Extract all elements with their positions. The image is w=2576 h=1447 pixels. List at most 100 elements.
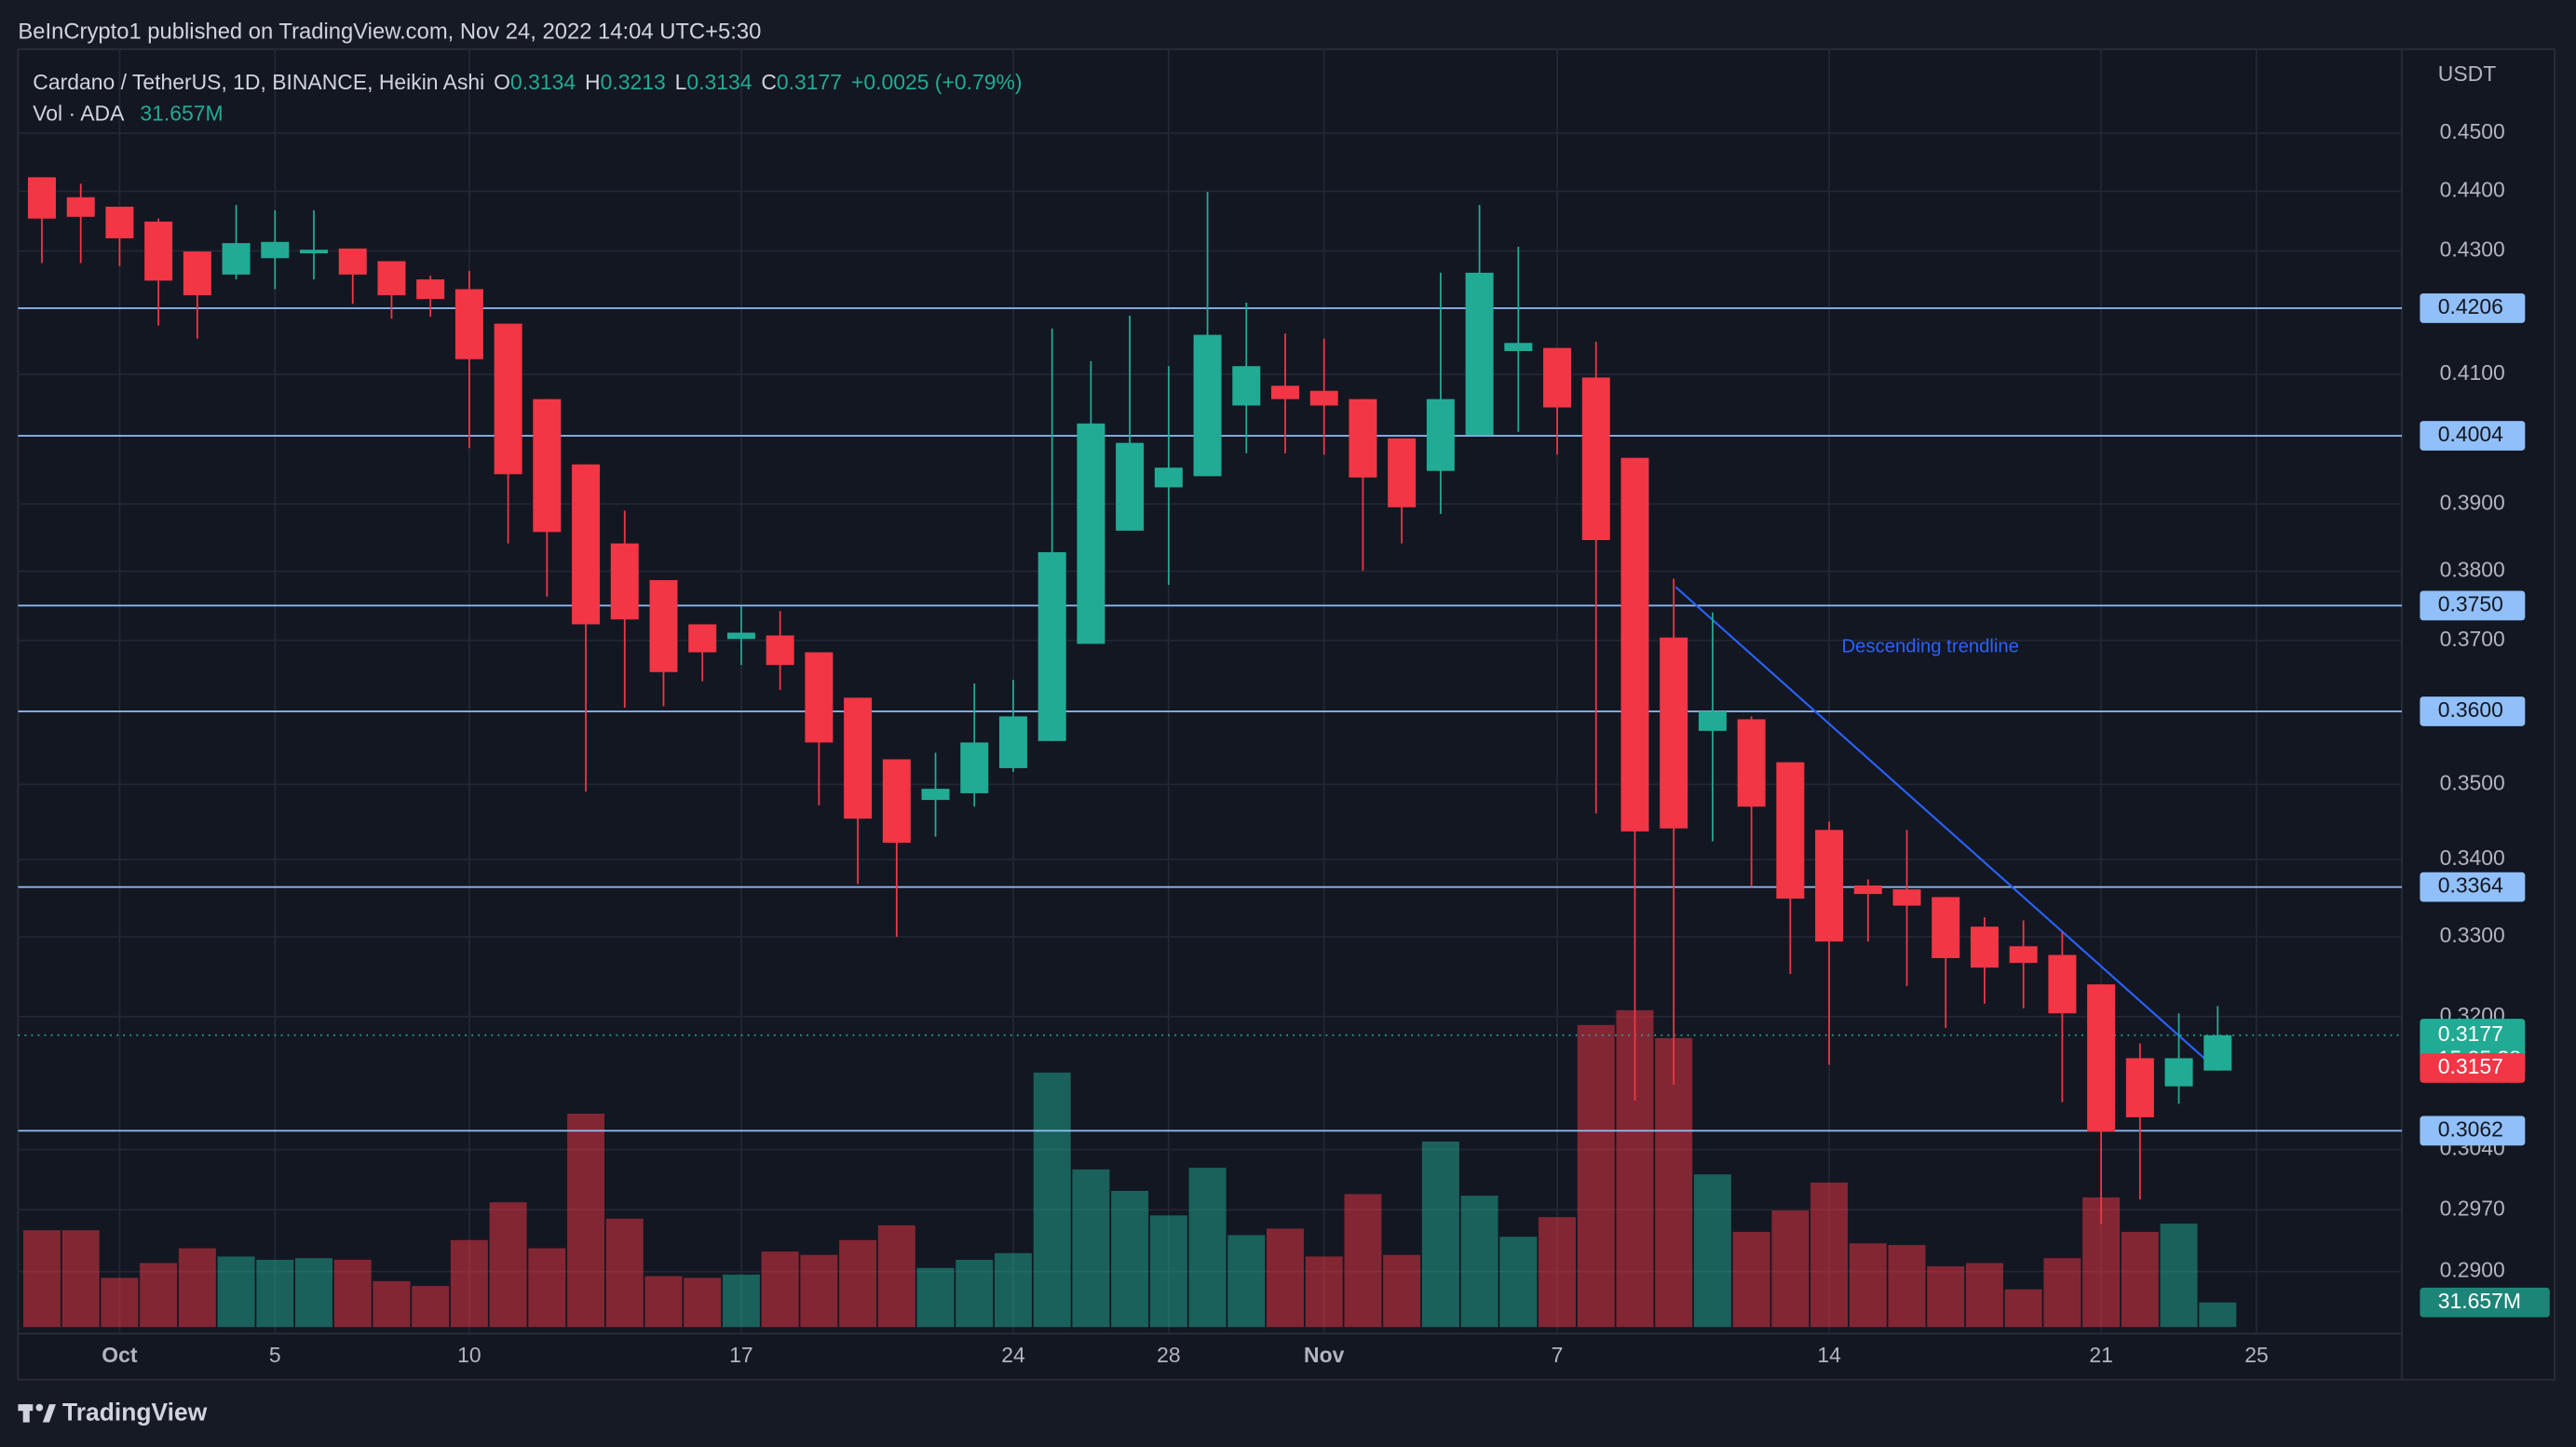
volume-bar bbox=[1111, 1190, 1149, 1328]
x-tick-label: 5 bbox=[269, 1343, 281, 1367]
volume-pane bbox=[23, 1009, 2237, 1328]
volume-bar bbox=[178, 1248, 216, 1328]
volume-bar bbox=[1577, 1024, 1615, 1328]
level-label: 0.3600 bbox=[2438, 697, 2503, 722]
candle-body bbox=[1892, 889, 1921, 906]
volume-bar bbox=[1305, 1256, 1343, 1328]
volume-bar bbox=[140, 1263, 178, 1328]
candle-body bbox=[1504, 343, 1533, 352]
volume-bar bbox=[217, 1256, 255, 1328]
volume-bar bbox=[489, 1202, 527, 1328]
volume-bar bbox=[2004, 1289, 2042, 1328]
chart-pane bbox=[17, 48, 2556, 1381]
volume-bar bbox=[1227, 1235, 1266, 1328]
candle-body bbox=[572, 464, 601, 625]
candle-body bbox=[1154, 467, 1183, 488]
volume-bar bbox=[722, 1274, 760, 1328]
legend-low: 0.3134 bbox=[686, 70, 752, 94]
candle-body bbox=[222, 243, 251, 275]
candle-body bbox=[1776, 762, 1805, 899]
prev-close-label: 0.3157 bbox=[2438, 1054, 2503, 1078]
volume-bar bbox=[1033, 1072, 1071, 1328]
candle-body bbox=[2048, 954, 2077, 1014]
candle-body bbox=[416, 279, 445, 300]
x-tick-label: Oct bbox=[102, 1343, 138, 1367]
y-tick-label: 0.3800 bbox=[2440, 558, 2505, 582]
volume-bar bbox=[1693, 1174, 1731, 1328]
legend-change: +0.0025 (+0.79%) bbox=[851, 70, 1023, 94]
candle-body bbox=[649, 580, 678, 672]
volume-bar bbox=[1499, 1237, 1538, 1328]
x-tick-label: 24 bbox=[1001, 1343, 1025, 1367]
candle-body bbox=[1853, 885, 1882, 895]
level-label: 0.4004 bbox=[2438, 422, 2503, 446]
y-tick-label: 0.2970 bbox=[2440, 1196, 2505, 1220]
level-label-box bbox=[2420, 872, 2526, 902]
volume-bar bbox=[528, 1248, 566, 1328]
volume-bar bbox=[800, 1254, 838, 1328]
volume-bar bbox=[1655, 1037, 1693, 1328]
level-label-box bbox=[2420, 696, 2526, 726]
x-tick-label: 28 bbox=[1157, 1343, 1181, 1367]
legend-o: O bbox=[494, 70, 510, 94]
candle-body bbox=[1660, 637, 1688, 829]
x-tick-label: 14 bbox=[1817, 1343, 1841, 1367]
level-label-box bbox=[2420, 590, 2526, 621]
candle-body bbox=[2009, 946, 2038, 964]
volume-bar bbox=[839, 1239, 877, 1328]
candle-body bbox=[882, 759, 911, 844]
candle-body bbox=[998, 716, 1027, 768]
volume-bar bbox=[1810, 1183, 1849, 1328]
candle-body bbox=[1465, 272, 1494, 436]
volume-bar bbox=[1732, 1231, 1770, 1328]
legend-h: H bbox=[585, 70, 601, 94]
y-tick-label: 0.4300 bbox=[2440, 237, 2505, 262]
candle-body bbox=[1620, 457, 1649, 832]
candle-body bbox=[2164, 1058, 2193, 1087]
header: BeInCrypto1 published on TradingView.com… bbox=[18, 20, 761, 45]
volume-bar bbox=[1965, 1263, 2003, 1328]
candle-body bbox=[144, 221, 173, 281]
candle-body bbox=[105, 207, 134, 238]
footer-brand: TradingView bbox=[62, 1399, 208, 1427]
x-tick-label: 21 bbox=[2089, 1343, 2113, 1367]
candle-body bbox=[261, 241, 290, 259]
candle-body bbox=[1037, 552, 1066, 741]
volume-bar bbox=[450, 1239, 488, 1328]
candle-body bbox=[183, 251, 211, 296]
x-tick-label: 25 bbox=[2244, 1343, 2269, 1367]
candle-body bbox=[2203, 1035, 2232, 1071]
candle-body bbox=[377, 261, 406, 296]
volume-value: 31.657M bbox=[140, 101, 223, 126]
volume-bar bbox=[333, 1259, 372, 1328]
legend-line: Cardano / TetherUS, 1D, BINANCE, Heikin … bbox=[33, 70, 1022, 94]
candle-body bbox=[921, 789, 950, 801]
y-tick-label: 0.2900 bbox=[2440, 1258, 2505, 1282]
level-label-box bbox=[2420, 421, 2526, 451]
candle-body bbox=[1581, 377, 1610, 541]
volume-bar bbox=[1460, 1196, 1498, 1328]
axes: 0.4500 0.4400 0.4300 0.4100 0.3900 0.3800 0.37… bbox=[102, 119, 2550, 1367]
volume-bar bbox=[1849, 1243, 1887, 1328]
volume-bar bbox=[1072, 1169, 1110, 1328]
volume-bar bbox=[1888, 1245, 1926, 1328]
candle-body bbox=[960, 742, 989, 793]
volume-bar bbox=[1188, 1168, 1227, 1328]
volume-bar bbox=[684, 1278, 722, 1328]
x-tick-label: Nov bbox=[1304, 1343, 1345, 1367]
candle-body bbox=[1932, 897, 1960, 958]
volume-bar bbox=[23, 1230, 61, 1328]
candle-body bbox=[1232, 366, 1261, 406]
volume-bar bbox=[2160, 1224, 2198, 1328]
candle-body bbox=[688, 624, 717, 653]
candle-body bbox=[1193, 334, 1222, 477]
candle-body bbox=[766, 635, 794, 666]
candle-body bbox=[1737, 719, 1766, 807]
volume-bar bbox=[1149, 1215, 1187, 1328]
candle-body bbox=[1077, 423, 1105, 644]
volume-bar bbox=[956, 1259, 994, 1328]
y-tick-label: 0.3400 bbox=[2440, 845, 2505, 870]
legend-high: 0.3213 bbox=[601, 70, 666, 94]
level-label: 0.3062 bbox=[2438, 1116, 2503, 1141]
